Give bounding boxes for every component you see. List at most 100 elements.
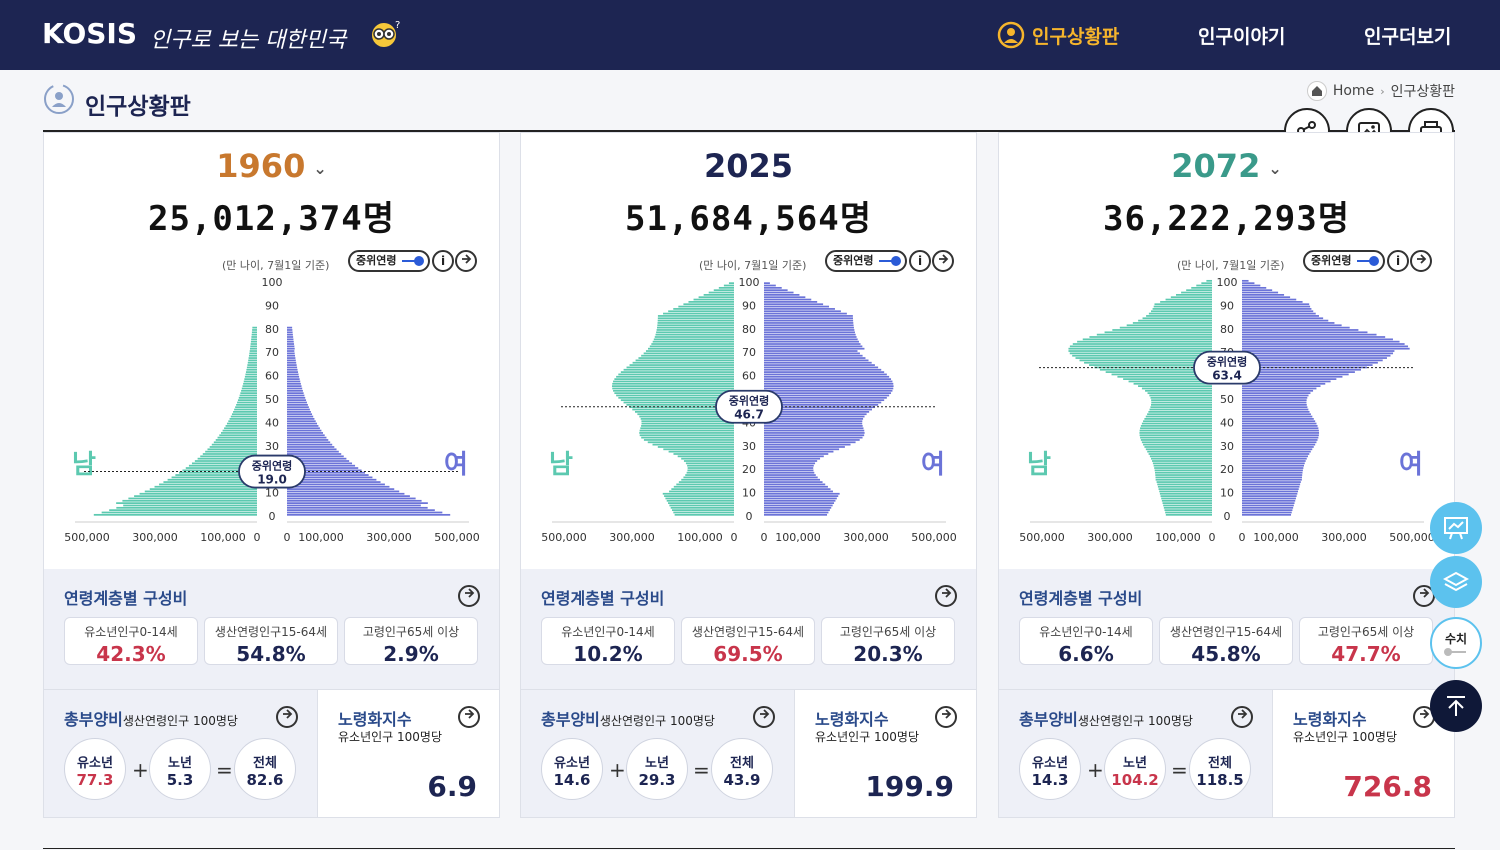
composition-label: 생산연령인구15-64세	[214, 625, 328, 639]
arrow-right-icon[interactable]	[1231, 706, 1253, 728]
layers-button[interactable]	[1430, 556, 1482, 608]
kosis-logo[interactable]: KOSIS	[42, 17, 137, 50]
numeric-toggle[interactable]: 수치	[1430, 617, 1482, 669]
year-selector[interactable]: 2025	[521, 147, 976, 185]
female-bar	[287, 331, 293, 334]
male-bar	[638, 357, 734, 359]
composition-label: 고령인구65세 이상	[362, 625, 460, 639]
x-tick-right: 100,000	[298, 531, 344, 544]
female-bar	[764, 448, 840, 451]
arrow-right-icon[interactable]	[455, 250, 477, 272]
total-population: 25,012,374명	[148, 199, 395, 239]
male-bar	[1201, 282, 1212, 285]
scroll-top-button[interactable]	[1430, 680, 1482, 732]
info-icon[interactable]: i	[1387, 250, 1409, 272]
male-bar	[656, 331, 734, 334]
info-icon[interactable]: i	[432, 250, 454, 272]
median-age-toggle[interactable]: 중위연령	[1303, 250, 1385, 272]
female-bar	[1242, 432, 1320, 434]
composition-value: 54.8%	[236, 642, 306, 666]
nav-more[interactable]: 인구더보기	[1364, 26, 1452, 48]
arrow-right-icon[interactable]	[753, 706, 775, 728]
arrow-right-icon[interactable]	[935, 706, 957, 728]
male-bar	[116, 502, 258, 504]
female-bar	[1242, 476, 1303, 479]
female-bar	[287, 350, 295, 352]
logo-subtitle[interactable]: 인구로 보는 대한민국	[150, 28, 347, 53]
female-bar	[764, 333, 856, 336]
male-bar	[703, 294, 734, 296]
male-bar	[635, 359, 734, 362]
female-bar	[1242, 340, 1400, 343]
arrow-right-icon[interactable]	[276, 706, 298, 728]
male-bar	[1155, 471, 1212, 474]
x-tick-left: 500,000	[64, 531, 110, 544]
breadcrumb-home[interactable]: Home	[1332, 83, 1375, 99]
female-bar	[1242, 368, 1362, 371]
female-bar	[764, 481, 823, 483]
female-bar	[1242, 331, 1368, 334]
median-age-toggle[interactable]: 중위연령	[825, 250, 907, 272]
composition-label: 유소년인구0-14세	[561, 625, 655, 639]
dependency-section: 총부양비생산연령인구 100명당 유소년 14.6 + 노년 29.3 = 전체…	[521, 689, 794, 817]
male-bar	[1175, 294, 1212, 296]
chart-view-button[interactable]	[1430, 502, 1482, 554]
male-bar	[235, 406, 257, 409]
male-bar	[1165, 513, 1212, 516]
female-bar	[1242, 291, 1279, 294]
female-bar	[764, 380, 893, 383]
male-bar	[643, 439, 734, 441]
male-bar	[1138, 319, 1212, 322]
info-icon[interactable]: i	[909, 250, 931, 272]
arrow-right-icon[interactable]	[932, 250, 954, 272]
chevron-down-icon[interactable]: ⌄	[1268, 158, 1282, 178]
female-bar	[1242, 336, 1386, 338]
male-bar	[685, 474, 734, 476]
male-bar	[1139, 432, 1212, 434]
female-bar	[287, 432, 324, 434]
female-bar	[287, 471, 366, 474]
male-bar	[1143, 443, 1212, 446]
female-bar	[1242, 403, 1307, 406]
female-bar	[764, 354, 863, 357]
female-bar	[287, 429, 322, 432]
x-tick-left: 100,000	[1155, 531, 1201, 544]
female-bar	[1242, 413, 1311, 416]
male-bar	[217, 436, 257, 439]
female-bar	[1242, 326, 1350, 329]
male-bar	[230, 415, 257, 418]
youth-value: 14.3	[1031, 771, 1069, 789]
nav-stories[interactable]: 인구이야기	[1198, 26, 1286, 48]
nav-dashboard[interactable]: 인구상황판	[1032, 26, 1120, 48]
year-selector[interactable]: 1960 ⌄	[44, 147, 499, 185]
year-selector[interactable]: 2072 ⌄	[999, 147, 1454, 185]
male-bar	[640, 418, 734, 420]
home-icon[interactable]	[1306, 81, 1327, 101]
male-bar	[1140, 436, 1212, 439]
male-bar	[222, 429, 257, 432]
x-tick-left: 300,000	[132, 531, 178, 544]
arrow-right-icon[interactable]	[458, 706, 480, 728]
male-bar	[653, 338, 734, 341]
female-bar	[1242, 333, 1377, 336]
male-bar	[1148, 411, 1212, 413]
arrow-right-icon[interactable]	[935, 585, 957, 607]
arrow-right-icon[interactable]	[1410, 250, 1432, 272]
median-badge	[715, 389, 783, 424]
total-dependency: 전체 82.6	[234, 738, 296, 800]
female-bar	[764, 425, 863, 427]
male-bar	[246, 366, 257, 369]
female-bar	[1242, 315, 1319, 317]
female-bar	[1242, 347, 1410, 350]
male-bar	[237, 401, 257, 404]
median-age-toggle[interactable]: 중위연령	[348, 250, 430, 272]
aging-title: 노령화지수	[1293, 710, 1367, 729]
x-tick-left: 500,000	[541, 531, 587, 544]
female-bar	[1242, 305, 1311, 308]
total-dependency: 전체 118.5	[1189, 738, 1251, 800]
arrow-right-icon[interactable]	[458, 585, 480, 607]
chevron-down-icon[interactable]: ⌄	[313, 158, 327, 178]
female-bar	[764, 455, 824, 458]
male-bar	[213, 441, 257, 444]
female-bar	[764, 504, 833, 507]
